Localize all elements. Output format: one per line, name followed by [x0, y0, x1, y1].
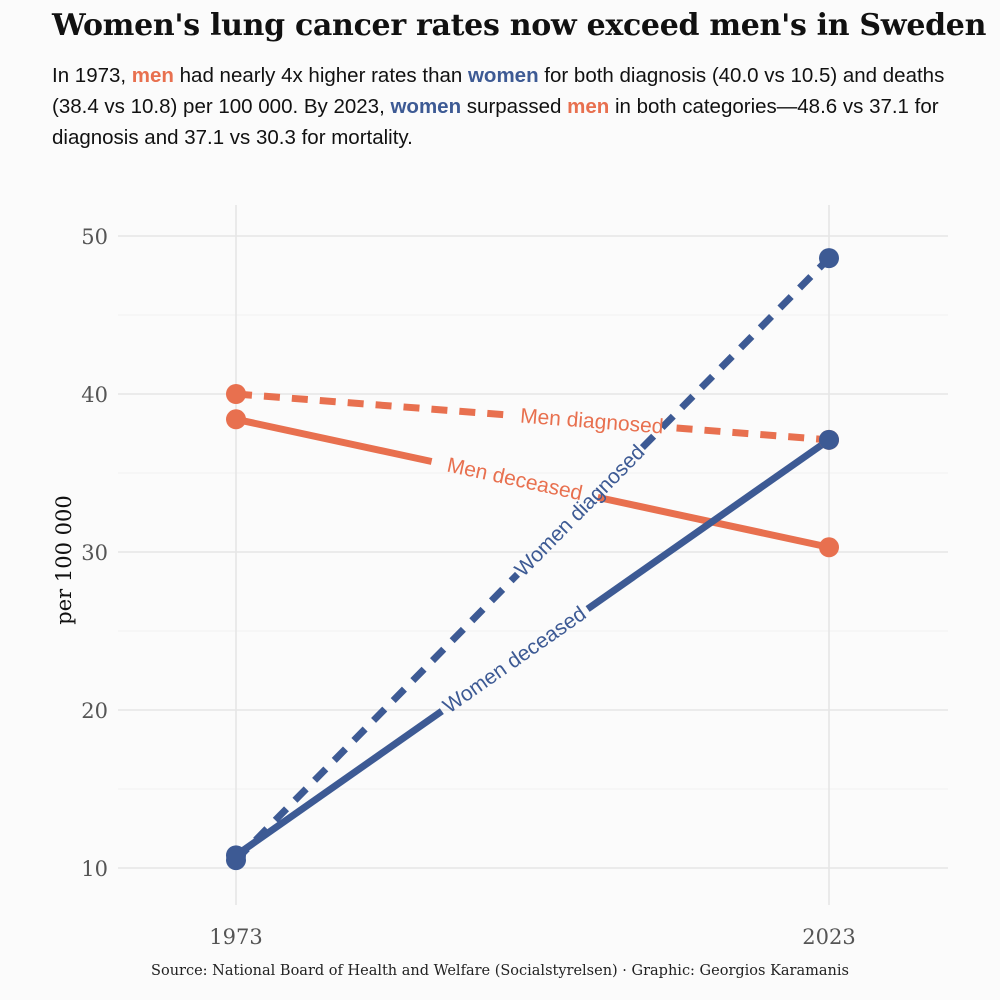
women-deceased-line-segment-b	[585, 436, 832, 612]
women-deceased-point	[819, 429, 839, 450]
women-deceased-line-segment-a	[233, 708, 444, 859]
women-diagnosed-label: Women diagnosed	[510, 441, 649, 582]
axes: 10 20 30 40 50 1973 2023 per 100 000	[52, 225, 856, 949]
y-tick-label: 30	[81, 541, 108, 565]
subtitle-men-2: men	[567, 95, 610, 118]
subtitle-text-1: In 1973,	[52, 64, 132, 87]
men-diagnosed-line-segment-b	[676, 424, 830, 444]
y-tick-label: 50	[81, 225, 108, 249]
men-diagnosed-label: Men diagnosed	[519, 405, 664, 439]
y-tick-label: 10	[81, 857, 108, 881]
women-diagnosed-line-segment-a	[233, 571, 520, 863]
y-tick-label: 20	[81, 699, 108, 723]
source-caption: Source: National Board of Health and Wel…	[151, 963, 849, 979]
men-diagnosed-line-segment-a	[235, 390, 508, 419]
subtitle-women-1: women	[467, 64, 539, 87]
subtitle-women-2: women	[390, 95, 462, 118]
men-deceased-point	[226, 409, 246, 430]
subtitle-text-4: surpassed	[461, 95, 568, 118]
x-tick-label: 1973	[209, 925, 262, 949]
chart-title: Women's lung cancer rates now exceed men…	[52, 8, 987, 43]
subtitle-men-1: men	[131, 64, 174, 87]
subtitle-text-5: in both categories—48.6 vs 37.1 for diag…	[52, 95, 939, 149]
x-tick-label: 2023	[802, 925, 855, 949]
women-diagnosed-line-segment-b	[639, 255, 832, 451]
women-deceased-point	[226, 845, 246, 866]
men-deceased-line-segment-a	[235, 415, 433, 465]
y-axis-label: per 100 000	[52, 495, 76, 624]
y-tick-label: 40	[81, 383, 108, 407]
data-points	[226, 248, 839, 871]
grid-lines	[118, 205, 948, 905]
subtitle-text-3: for both diagnosis (40.0 vs 10.5) and de…	[52, 64, 945, 118]
chart-subtitle: In 1973, men had nearly 4x higher rates …	[52, 60, 972, 153]
men-deceased-point	[819, 537, 839, 558]
women-diagnosed-point	[819, 248, 839, 269]
men-deceased-label: Men deceased	[445, 454, 585, 506]
women-deceased-label: Women deceased	[439, 602, 591, 718]
subtitle-text-2: had nearly 4x higher rates than	[173, 64, 468, 87]
series-lines	[233, 255, 832, 863]
men-diagnosed-point	[226, 384, 246, 404]
